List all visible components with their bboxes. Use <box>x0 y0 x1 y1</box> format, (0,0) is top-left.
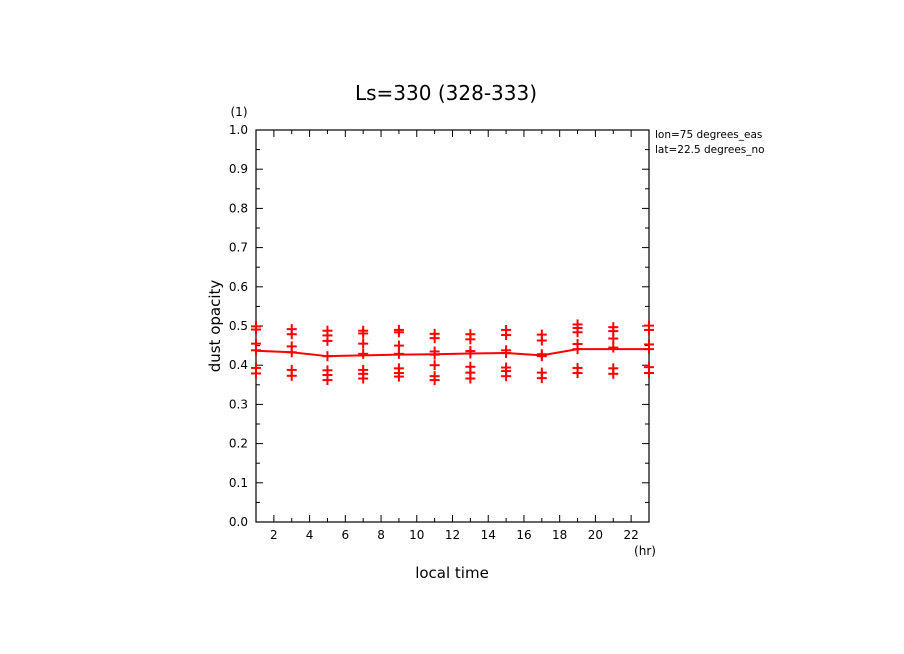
data-point <box>322 325 333 336</box>
annotation-lon: lon=75 degrees_eas <box>655 129 762 141</box>
plot-frame <box>255 129 650 523</box>
data-point <box>536 367 547 378</box>
data-point <box>429 346 440 357</box>
data-point <box>393 340 404 351</box>
data-point <box>465 361 476 372</box>
y-tick-label: 0.7 <box>229 241 248 255</box>
chart-title: Ls=330 (328-333) <box>355 81 537 105</box>
data-point <box>536 329 547 340</box>
data-point <box>608 342 619 353</box>
data-point <box>358 325 369 336</box>
data-point <box>572 362 583 373</box>
data-point <box>501 345 512 356</box>
data-point <box>429 360 440 371</box>
data-point <box>358 364 369 375</box>
x-tick-label: 6 <box>341 528 349 542</box>
data-point <box>465 346 476 357</box>
y-tick-label: 0.0 <box>229 515 248 529</box>
y-unit-label: (1) <box>231 105 248 119</box>
y-tick-label: 0.4 <box>229 358 248 372</box>
x-tick-label: 14 <box>481 528 496 542</box>
data-point <box>429 328 440 339</box>
x-tick-label: 10 <box>409 528 424 542</box>
data-point <box>501 324 512 335</box>
y-tick-label: 0.9 <box>229 162 248 176</box>
data-point <box>393 324 404 335</box>
x-tick-label: 18 <box>552 528 567 542</box>
data-point <box>536 349 547 360</box>
data-point <box>286 364 297 375</box>
x-tick-label: 12 <box>445 528 460 542</box>
x-tick-label: 2 <box>270 528 278 542</box>
data-point <box>286 324 297 335</box>
y-tick-label: 0.8 <box>229 201 248 215</box>
data-point <box>358 348 369 359</box>
data-point <box>465 329 476 340</box>
x-tick-label: 4 <box>306 528 314 542</box>
y-tick-label: 0.3 <box>229 397 248 411</box>
x-unit-label: (hr) <box>634 544 656 558</box>
y-tick-label: 0.5 <box>229 319 248 333</box>
x-tick-label: 8 <box>377 528 385 542</box>
y-tick-label: 0.1 <box>229 476 248 490</box>
data-point <box>322 351 333 362</box>
y-tick-label: 1.0 <box>229 123 248 137</box>
y-tick-label: 0.2 <box>229 437 248 451</box>
data-point <box>358 338 369 349</box>
data-point <box>644 362 654 373</box>
data-point <box>608 322 619 333</box>
x-tick-label: 16 <box>516 528 531 542</box>
data-point <box>393 363 404 374</box>
data-marks <box>251 319 654 386</box>
x-axis-label: local time <box>415 564 489 582</box>
y-axis-label: dust opacity <box>206 280 224 373</box>
annotation-lat: lat=22.5 degrees_no <box>655 144 765 156</box>
data-point <box>644 320 654 331</box>
data-point <box>608 363 619 374</box>
data-point <box>644 339 654 350</box>
data-point <box>572 319 583 330</box>
data-point <box>429 371 440 382</box>
y-tick-label: 0.6 <box>229 280 248 294</box>
data-point <box>251 321 261 332</box>
data-point <box>322 365 333 376</box>
mean-line <box>255 348 649 358</box>
x-tick-label: 20 <box>588 528 603 542</box>
x-tick-label: 22 <box>623 528 638 542</box>
data-point <box>251 338 261 349</box>
data-point <box>251 362 261 373</box>
data-point <box>572 339 583 350</box>
data-point <box>286 341 297 352</box>
data-point <box>501 362 512 373</box>
